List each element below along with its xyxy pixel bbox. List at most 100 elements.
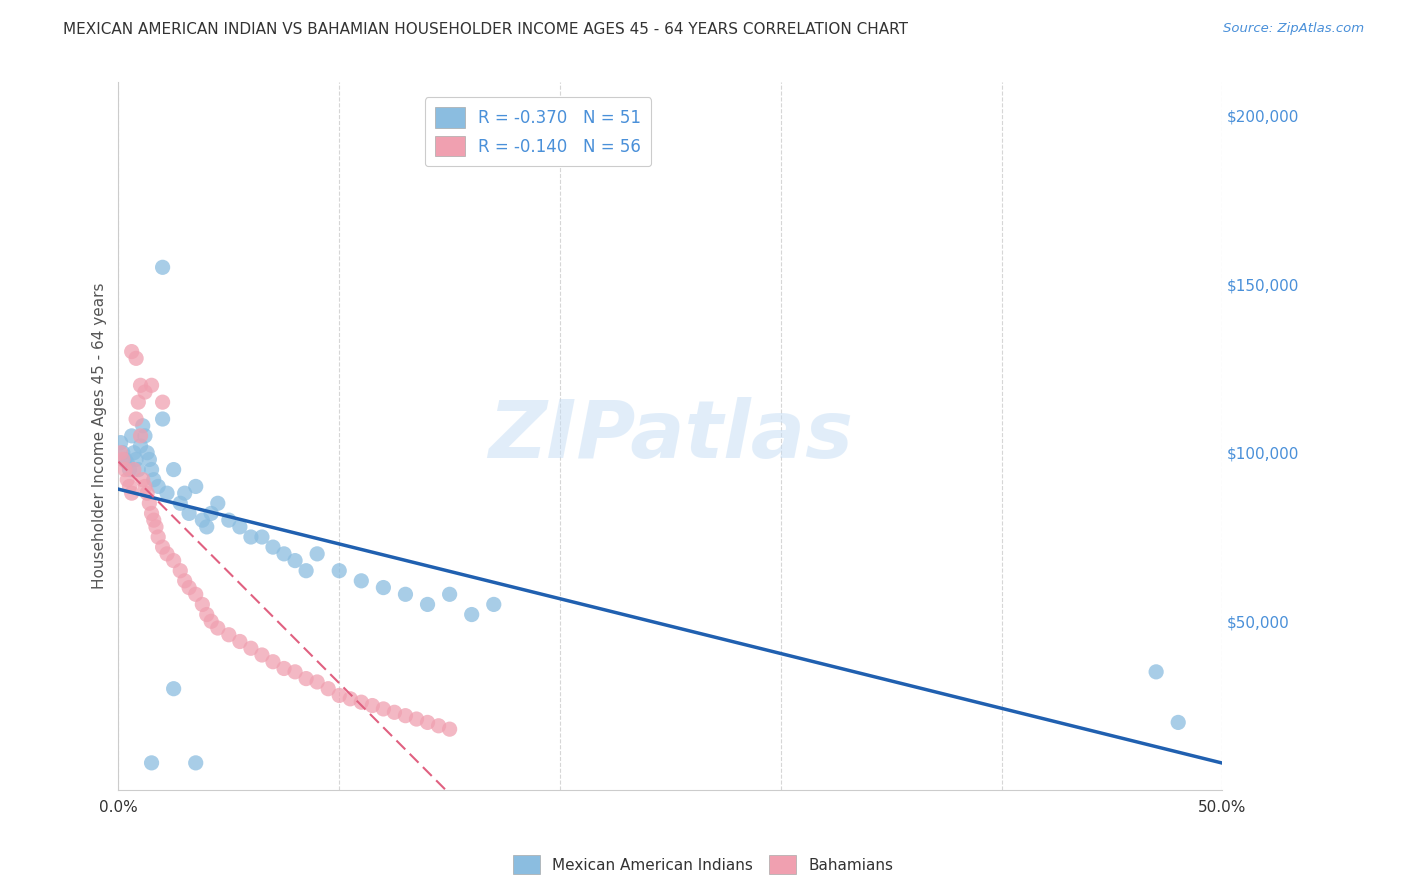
Point [132, 473, 155, 487]
Text: Source: ZipAtlas.com: Source: ZipAtlas.com [1223, 22, 1364, 36]
Point [169, 496, 191, 510]
Point [162, 553, 184, 567]
Point [134, 429, 156, 443]
Point [162, 681, 184, 696]
Point [328, 689, 350, 703]
Point [132, 418, 155, 433]
Point [207, 621, 229, 635]
Point [218, 628, 240, 642]
Point [405, 712, 427, 726]
Point [141, 378, 163, 392]
Point [152, 395, 174, 409]
Text: MEXICAN AMERICAN INDIAN VS BAHAMIAN HOUSEHOLDER INCOME AGES 45 - 64 YEARS CORREL: MEXICAN AMERICAN INDIAN VS BAHAMIAN HOUS… [63, 22, 908, 37]
Point [195, 607, 218, 622]
Point [184, 587, 207, 601]
Point [229, 520, 252, 534]
Point [191, 598, 214, 612]
Point [177, 581, 200, 595]
Point [394, 587, 416, 601]
Y-axis label: Householder Income Ages 45 - 64 years: Householder Income Ages 45 - 64 years [93, 283, 107, 589]
Text: ZIPatlas: ZIPatlas [488, 397, 853, 475]
Point [136, 486, 159, 500]
Point [110, 446, 132, 460]
Point [191, 513, 214, 527]
Point [110, 435, 132, 450]
Point [127, 462, 149, 476]
Point [307, 547, 329, 561]
Point [250, 648, 273, 662]
Point [1144, 665, 1167, 679]
Point [350, 574, 373, 588]
Point [173, 574, 195, 588]
Point [125, 412, 148, 426]
Point [250, 530, 273, 544]
Point [117, 456, 139, 470]
Point [156, 547, 179, 561]
Point [184, 479, 207, 493]
Point [141, 462, 163, 476]
Point [173, 486, 195, 500]
Point [416, 715, 439, 730]
Point [141, 507, 163, 521]
Point [373, 702, 395, 716]
Point [439, 722, 461, 736]
Point [284, 665, 307, 679]
Point [145, 520, 167, 534]
Point [239, 641, 262, 656]
Point [184, 756, 207, 770]
Point [427, 719, 450, 733]
Point [273, 661, 295, 675]
Point [152, 540, 174, 554]
Point [114, 462, 136, 476]
Point [118, 479, 141, 493]
Point [177, 507, 200, 521]
Point [127, 395, 149, 409]
Point [121, 486, 143, 500]
Point [262, 540, 284, 554]
Point [156, 486, 179, 500]
Point [152, 260, 174, 275]
Point [482, 598, 505, 612]
Point [229, 634, 252, 648]
Point [307, 675, 329, 690]
Point [129, 378, 152, 392]
Point [1167, 715, 1189, 730]
Point [111, 452, 134, 467]
Point [384, 706, 406, 720]
Point [152, 412, 174, 426]
Point [118, 462, 141, 476]
Point [142, 473, 165, 487]
Point [361, 698, 384, 713]
Point [195, 520, 218, 534]
Point [138, 452, 160, 467]
Point [262, 655, 284, 669]
Point [439, 587, 461, 601]
Point [148, 479, 170, 493]
Point [114, 452, 136, 467]
Point [416, 598, 439, 612]
Point [134, 385, 156, 400]
Point [328, 564, 350, 578]
Point [117, 473, 139, 487]
Point [134, 479, 156, 493]
Point [129, 439, 152, 453]
Point [125, 351, 148, 366]
Point [136, 446, 159, 460]
Point [200, 507, 222, 521]
Point [316, 681, 339, 696]
Point [373, 581, 395, 595]
Point [129, 429, 152, 443]
Legend: R = -0.370   N = 51, R = -0.140   N = 56: R = -0.370 N = 51, R = -0.140 N = 56 [425, 97, 651, 166]
Point [394, 708, 416, 723]
Point [111, 446, 134, 460]
Point [218, 513, 240, 527]
Point [121, 429, 143, 443]
Point [141, 756, 163, 770]
Point [295, 672, 318, 686]
Point [122, 462, 145, 476]
Point [138, 496, 160, 510]
Point [273, 547, 295, 561]
Point [162, 462, 184, 476]
Point [460, 607, 482, 622]
Point [121, 344, 143, 359]
